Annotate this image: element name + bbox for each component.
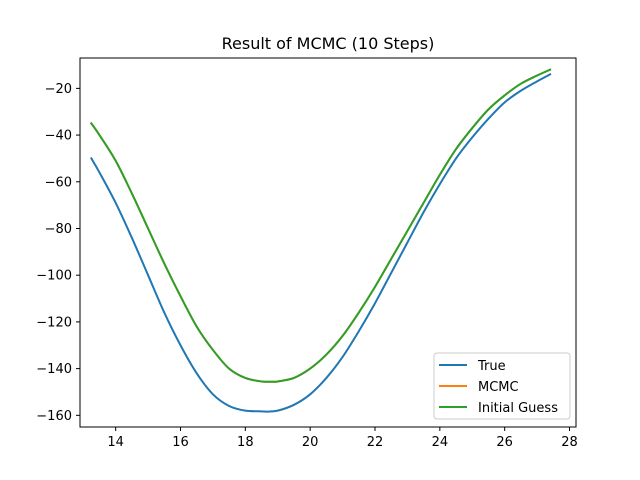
legend: True MCMC Initial Guess: [433, 352, 571, 420]
axes: 14 16 18 20 22 24 26 28 −160 −140 −120 −100 −80 −60 −4…: [36, 57, 578, 450]
x-tick-label: 18: [237, 435, 254, 450]
y-tick-label: −160: [36, 409, 72, 424]
x-tick-label: 16: [172, 435, 189, 450]
y-tick-label: −120: [36, 315, 72, 330]
x-tick-label: 24: [432, 435, 449, 450]
axes-frame: [79, 57, 577, 428]
series-line-true: [89, 72, 552, 413]
legend-box: [433, 352, 571, 420]
y-tick-label: −80: [45, 222, 72, 237]
legend-label-initial-guess: Initial Guess: [478, 401, 558, 416]
y-tick-label: −40: [45, 129, 72, 144]
x-tick-label: 14: [107, 435, 124, 450]
legend-label-mcmc: MCMC: [478, 380, 519, 395]
legend-label-true: True: [477, 359, 506, 374]
y-tick-label: −20: [45, 82, 72, 97]
series-line-initial-guess: [89, 68, 552, 383]
y-tick-label: −60: [45, 175, 72, 190]
x-tick-label: 22: [367, 435, 384, 450]
x-tick-label: 20: [302, 435, 319, 450]
plot-lines: [89, 68, 552, 413]
x-tick-label: 28: [561, 435, 578, 450]
y-tick-label: −140: [36, 362, 72, 377]
chart-title: Result of MCMC (10 Steps): [222, 34, 435, 53]
x-tick-label: 26: [496, 435, 513, 450]
y-tick-label: −100: [36, 269, 72, 284]
